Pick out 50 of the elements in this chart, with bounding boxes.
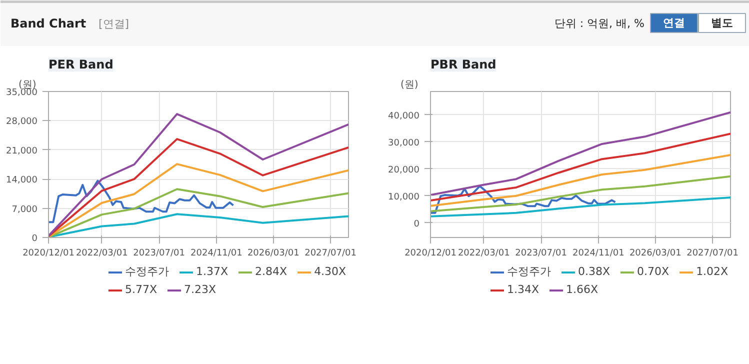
- y-axis-title: (원): [400, 80, 418, 90]
- x-tick-label: 2020/12/01: [404, 248, 456, 258]
- x-tick-label: 2023/07/01: [133, 248, 185, 258]
- x-tick-label: 2027/07/01: [686, 248, 738, 258]
- legend-label: 수정주가: [507, 264, 551, 279]
- x-tick-label: 2022/03/01: [76, 248, 128, 258]
- text: [연결]: [98, 18, 130, 30]
- y-tick-label: 35,000: [6, 88, 38, 98]
- y-tick-label: 28,000: [6, 117, 38, 128]
- y-tick-label: 7,000: [12, 204, 38, 215]
- y-tick-label: 0: [32, 234, 38, 244]
- legend-label: 1.66X: [566, 283, 598, 296]
- line-series: [430, 154, 730, 207]
- line-series: [430, 111, 730, 196]
- chart-title: PBR Band: [430, 58, 496, 72]
- chart-title: PER Band: [48, 58, 114, 72]
- x-tick-label: 2022/03/01: [458, 248, 510, 258]
- y-tick-label: 14,000: [6, 176, 38, 186]
- line-series: [430, 175, 730, 212]
- text: 연결: [663, 16, 685, 30]
- legend-label: 7.23X: [184, 283, 216, 296]
- legend-label: 0.70X: [637, 265, 670, 278]
- x-tick-label: 2026/03/01: [247, 248, 300, 258]
- legend-label: 0.38X: [578, 265, 610, 278]
- legend-label: 2.84X: [255, 265, 288, 278]
- x-tick-label: 2024/11/01: [572, 248, 624, 258]
- line-series: [430, 185, 616, 214]
- line-series: [48, 180, 234, 224]
- text: 별도: [711, 16, 733, 30]
- y-tick-label: 30,000: [388, 138, 420, 148]
- legend-label: 4.30X: [314, 265, 346, 278]
- x-tick-label: 2027/07/01: [304, 248, 356, 258]
- legend-label: 1.37X: [196, 265, 228, 278]
- line-series: [430, 132, 730, 202]
- y-tick-label: 20,000: [388, 165, 420, 176]
- y-tick-label: 0: [414, 219, 420, 230]
- y-tick-label: 21,000: [6, 146, 38, 156]
- legend-label: 1.02X: [696, 265, 728, 278]
- text: Band Chart: [10, 16, 86, 30]
- y-tick-label: 40,000: [388, 111, 420, 122]
- legend-label: 5.77X: [125, 283, 158, 296]
- legend-label: 1.34X: [507, 283, 540, 296]
- y-tick-label: 10,000: [388, 192, 420, 202]
- x-tick-label: 2023/07/01: [515, 248, 567, 258]
- text: 단위 : 억원, 배, %: [554, 17, 645, 30]
- legend-label: 수정주가: [125, 264, 169, 279]
- line-series: [430, 196, 730, 218]
- x-tick-label: 2024/11/01: [190, 248, 242, 258]
- x-tick-label: 2020/12/01: [22, 248, 74, 258]
- x-tick-label: 2026/03/01: [629, 248, 682, 258]
